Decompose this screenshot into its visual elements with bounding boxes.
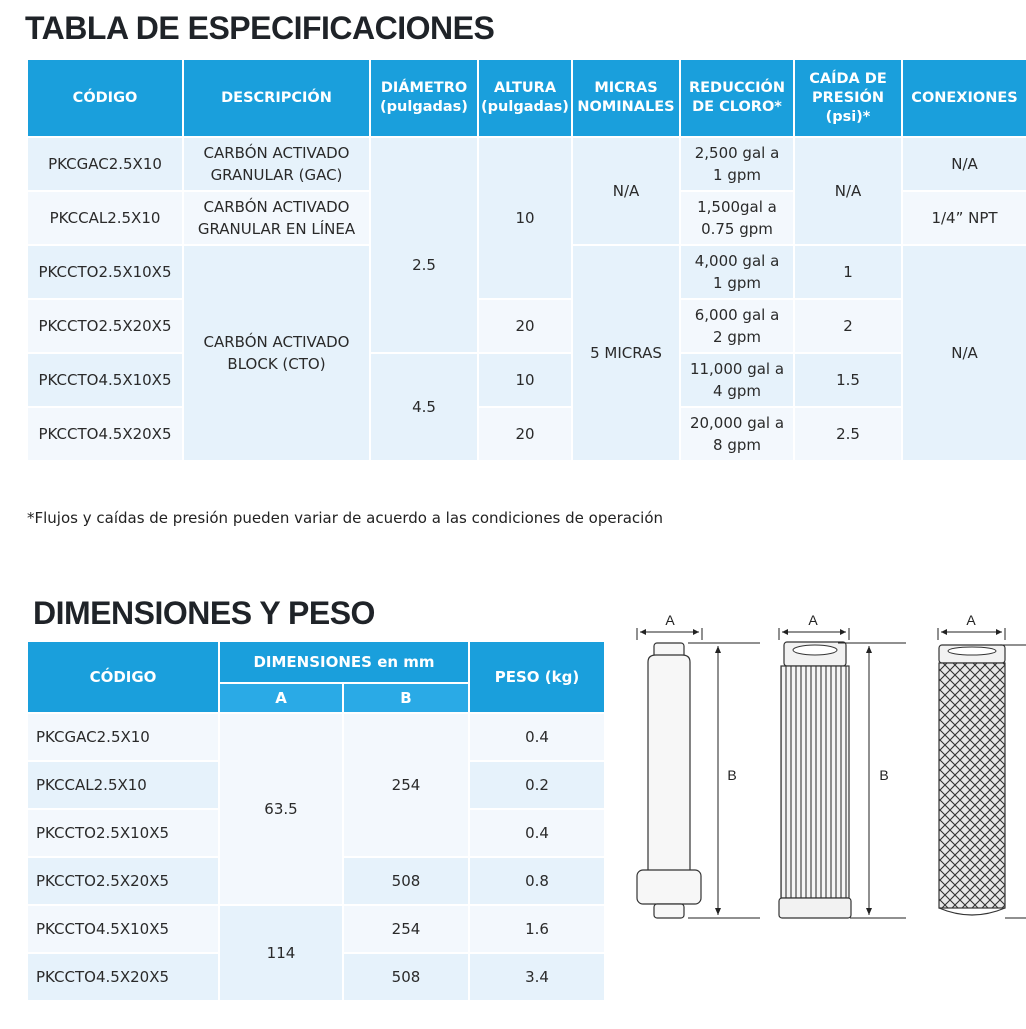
weight-cell: 1.6 [468,904,606,954]
weight-cell: 0.4 [468,808,606,858]
weight-cell: 0.2 [468,760,606,810]
dim-header-row: CÓDIGO DIMENSIONES en mm PESO (kg) [26,640,606,714]
header-codigo: CÓDIGO [26,58,184,138]
dimension-b-label: B [879,767,888,783]
code-cell: PKCCTO2.5X20X5 [26,856,220,906]
height-cell: 20 [477,406,573,462]
micras-cell: N/A [571,136,681,246]
weight-cell: 3.4 [468,952,606,1002]
code-cell: PKCCAL2.5X10 [26,760,220,810]
code-cell: PKCGAC2.5X10 [26,712,220,762]
height-cell: 20 [477,298,573,354]
chlorine-cell: 1,500gal a 0.75 gpm [679,190,795,246]
header-altura: ALTURA (pulgadas) [477,58,573,138]
header-a: A [218,682,344,714]
diameter-cell: 2.5 [369,136,479,354]
connection-cell: N/A [901,136,1026,192]
code-cell: PKCCTO4.5X10X5 [26,352,184,408]
dim-b-cell: 254 [342,712,470,858]
header-diametro: DIÁMETRO (pulgadas) [369,58,479,138]
code-cell: PKCCTO4.5X10X5 [26,904,220,954]
filter-diagram: A B A B A [636,612,1026,919]
table-row: PKCCTO2.5X10X5 0.4 [26,808,606,858]
connection-cell: 1/4” NPT [901,190,1026,246]
dimension-a-label: A [808,612,818,628]
dim-b-cell: 508 [342,856,470,906]
table-row: PKCCTO2.5X10X5 CARBÓN ACTIVADO BLOCK (CTO… [26,244,1026,462]
dim-a-cell: 63.5 [218,712,344,906]
dim-subheader-row: A B [27,682,605,714]
pressure-cell: 2 [793,298,903,354]
footnote: *Flujos y caídas de presión pueden varia… [27,509,664,527]
header-caida: CAÍDA DE PRESIÓN (psi)* [793,58,903,138]
inline-filter-drawing: A B [636,612,760,919]
header-micras: MICRAS NOMINALES [571,58,681,138]
code-cell: PKCCTO4.5X20X5 [26,952,220,1002]
header-peso: PESO (kg) [468,640,606,714]
dimensions-table: CÓDIGO DIMENSIONES en mm PESO (kg) A B P… [26,640,606,1002]
code-cell: PKCCTO2.5X20X5 [26,298,184,354]
description-cell: CARBÓN ACTIVADO BLOCK (CTO) [182,244,371,462]
header-dimensiones: DIMENSIONES en mm [218,640,470,684]
pressure-cell: 1.5 [793,352,903,408]
table-row: PKCCTO2.5X20X5 508 0.8 [26,856,606,906]
table-row: PKCGAC2.5X10 CARBÓN ACTIVADO GRANULAR (GA… [26,136,1026,354]
weight-cell: 0.4 [468,712,606,762]
height-cell: 10 [477,136,573,300]
header-b: B [342,682,470,714]
height-cell: 10 [477,352,573,408]
table-row: PKCCTO4.5X20X5 508 3.4 [26,952,606,1002]
code-cell: PKCCTO4.5X20X5 [26,406,184,462]
dim-a-cell: 114 [218,904,344,1002]
dim-b-cell: 508 [342,952,470,1002]
pressure-cell: 1 [793,244,903,300]
spec-header-row: CÓDIGO DESCRIPCIÓN DIÁMETRO (pulgadas) AL… [26,58,1026,138]
diameter-cell: 4.5 [369,352,479,462]
dimension-a-label: A [966,612,976,628]
description-cell: CARBÓN ACTIVADO GRANULAR (GAC) [182,136,371,192]
table-row: PKCCTO4.5X10X5 114 254 1.6 [26,904,606,1002]
code-cell: PKCGAC2.5X10 [26,136,184,192]
dimension-b-label: B [727,767,736,783]
table-row: PKCCAL2.5X10 0.2 [26,760,606,810]
spec-title: TABLA DE ESPECIFICACIONES [25,10,495,46]
code-cell: PKCCTO2.5X10X5 [26,808,220,858]
dim-b-cell: 254 [342,904,470,954]
carbon-block-filter-drawing: A [937,612,1026,919]
micras-cell: 5 MICRAS [571,244,681,462]
code-cell: PKCCAL2.5X10 [26,190,184,246]
description-cell: CARBÓN ACTIVADO GRANULAR EN LÍNEA [182,190,371,246]
pressure-cell: N/A [793,136,903,246]
table-row: PKCCAL2.5X10 CARBÓN ACTIVADO GRANULAR EN … [26,190,1026,246]
pleated-filter-drawing: A B [778,612,906,919]
dimension-a-label: A [665,612,675,628]
header-descripcion: DESCRIPCIÓN [182,58,371,138]
header-conexiones: CONEXIONES [901,58,1026,138]
weight-cell: 0.8 [468,856,606,906]
header-codigo: CÓDIGO [26,640,220,714]
spec-table: CÓDIGO DESCRIPCIÓN DIÁMETRO (pulgadas) AL… [26,58,1026,462]
table-row: PKCGAC2.5X10 63.5 254 0.4 [26,712,606,906]
pressure-cell: 2.5 [793,406,903,462]
header-reduccion: REDUCCIÓN DE CLORO* [679,58,795,138]
code-cell: PKCCTO2.5X10X5 [26,244,184,300]
connection-cell: N/A [901,244,1026,462]
dimensions-title: DIMENSIONES Y PESO [33,595,375,631]
